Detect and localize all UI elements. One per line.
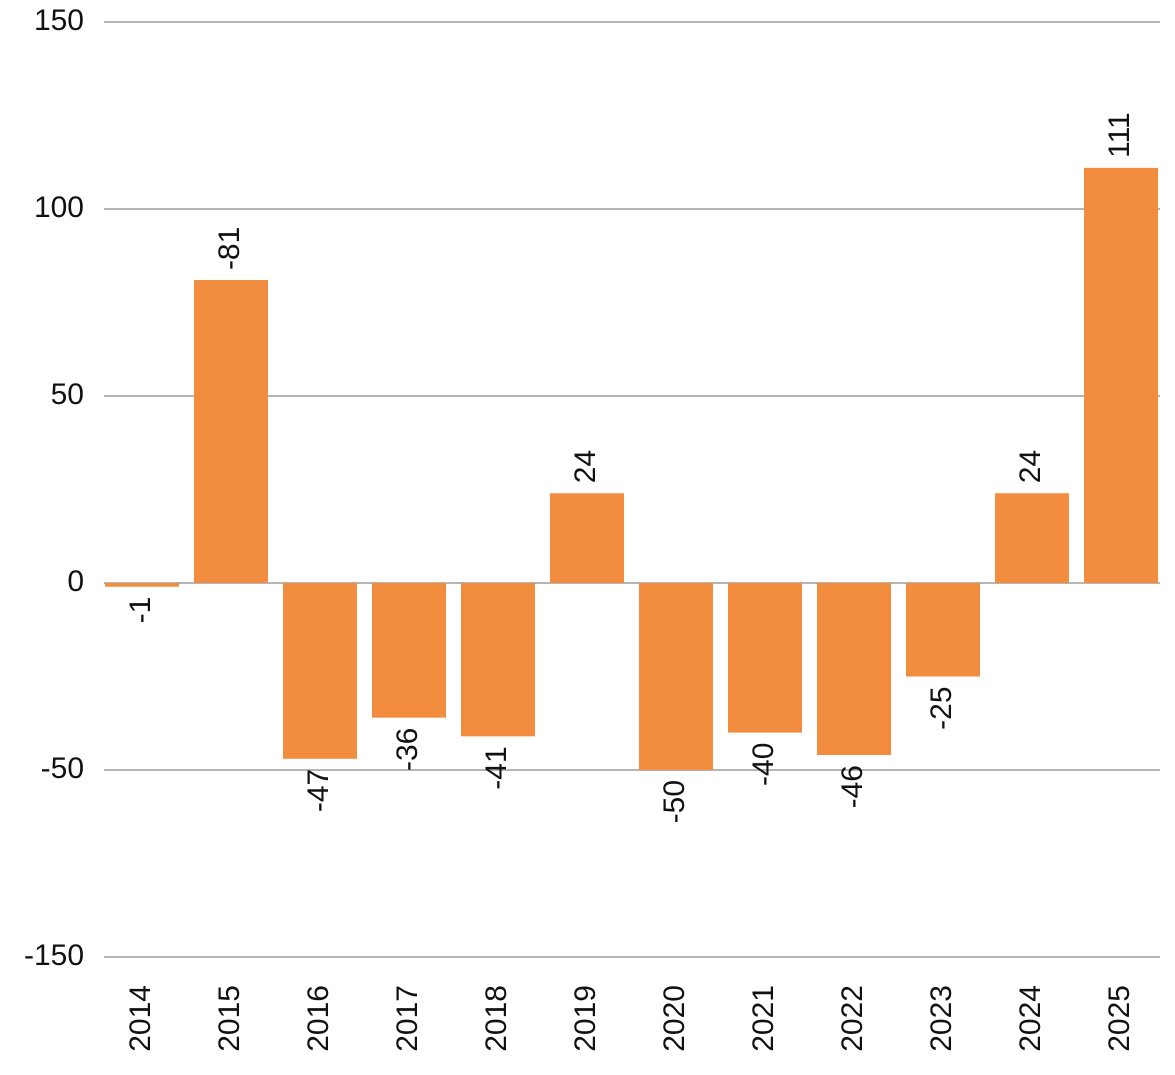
bar [1084,167,1158,584]
x-tick-label: 2018 [480,985,513,1052]
bar [372,583,446,718]
x-tick-label: 2020 [658,985,691,1052]
value-label: -46 [836,765,869,808]
bar [105,583,179,587]
value-label: -36 [391,728,424,771]
x-tick-label: 2014 [124,985,157,1052]
x-tick-label: 2015 [213,985,246,1052]
value-label: -47 [302,769,335,812]
y-tick-label: 100 [34,191,84,224]
x-tick-label: 2024 [1014,985,1047,1052]
value-label: 24 [1014,450,1047,483]
bar [283,583,357,759]
y-tick-label: -150 [24,939,84,972]
y-tick-label: 50 [51,378,84,411]
value-label: -1 [124,597,157,624]
bar [728,583,802,733]
y-tick-label: -50 [41,752,84,785]
bar [550,493,624,583]
bar [639,583,713,770]
value-label: 111 [1103,112,1136,158]
value-label: -50 [658,780,691,823]
value-label: -41 [480,746,513,789]
value-label: -81 [213,227,246,270]
x-tick-label: 2017 [391,985,424,1052]
bar [906,583,980,677]
value-label: -25 [925,687,958,730]
x-tick-label: 2021 [747,985,780,1052]
value-label: -40 [747,743,780,786]
bar [995,493,1069,583]
value-label: 24 [569,450,602,483]
x-tick-label: 2025 [1103,985,1136,1052]
x-tick-label: 2023 [925,985,958,1052]
y-tick-label: 0 [67,565,84,598]
bar [194,280,268,583]
x-tick-label: 2019 [569,985,602,1052]
bar [817,583,891,756]
y-tick-label: 150 [34,4,84,37]
x-tick-label: 2022 [836,985,869,1052]
x-tick-label: 2016 [302,985,335,1052]
bar [461,583,535,737]
